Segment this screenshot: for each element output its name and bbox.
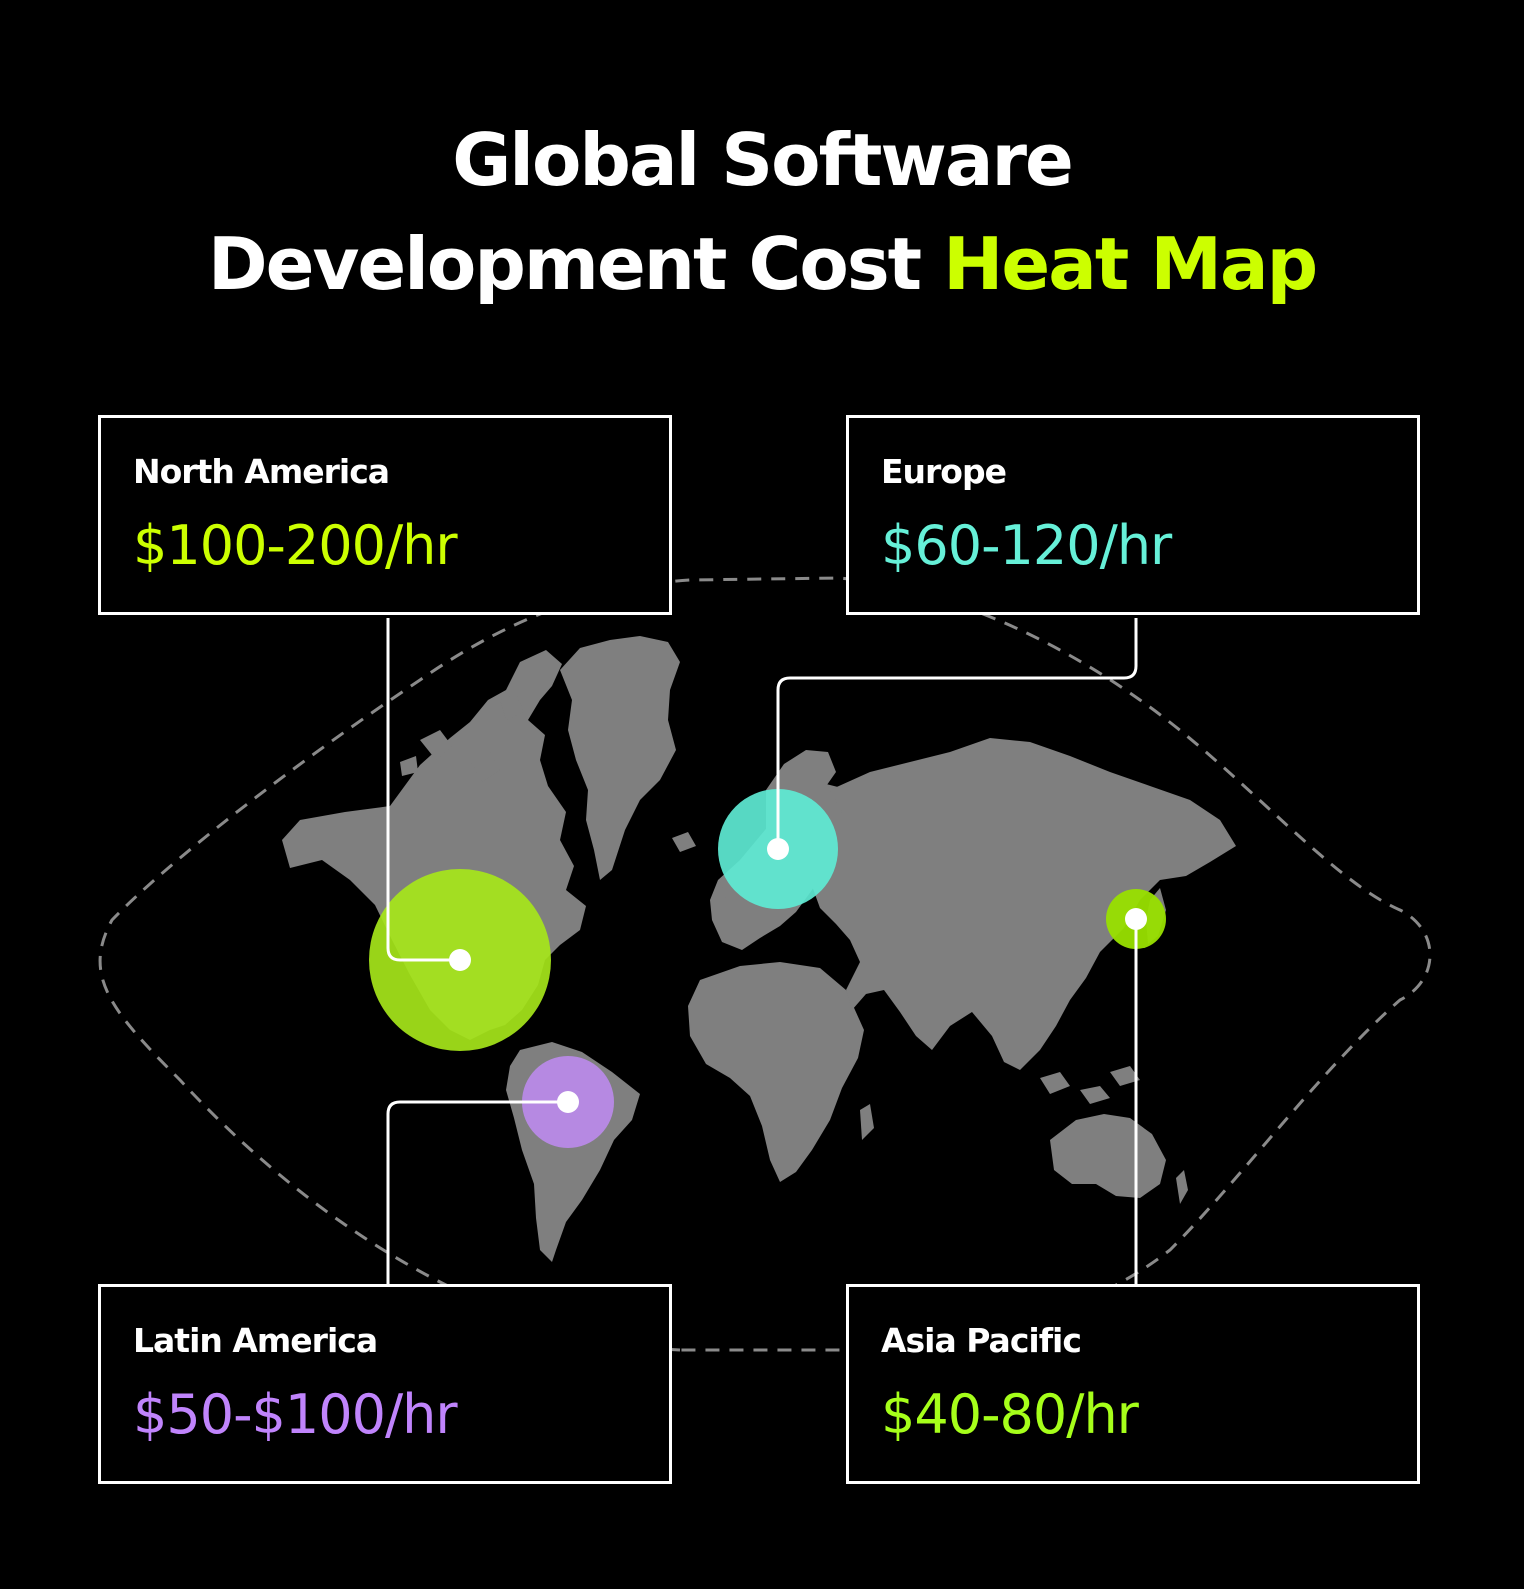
africa-landmass (688, 962, 864, 1182)
title-line-2: Development Cost Heat Map (0, 212, 1524, 316)
north-america-connector (386, 618, 460, 962)
iceland-uk-landmass (672, 832, 740, 900)
madagascar-landmass (860, 1104, 874, 1140)
australia-landmass (1050, 1114, 1166, 1198)
asia-pacific-rate: $40-80/hr (881, 1383, 1139, 1446)
europe-label: Europe (881, 452, 1007, 491)
asia-pacific-marker (1125, 908, 1147, 930)
europe-card: Europe $60-120/hr (846, 415, 1420, 615)
north-america-rate: $100-200/hr (133, 514, 458, 577)
latin-america-marker (557, 1091, 579, 1113)
latin-america-card: Latin America $50-$100/hr (98, 1284, 672, 1484)
asia-pacific-card: Asia Pacific $40-80/hr (846, 1284, 1420, 1484)
north-america-label: North America (133, 452, 390, 491)
arctic-islands (400, 694, 524, 782)
north-america-marker (449, 949, 471, 971)
asia-landmass (812, 738, 1236, 1070)
new-zealand-landmass (1176, 1170, 1188, 1204)
globe-outline (98, 576, 1432, 1352)
europe-marker (767, 838, 789, 860)
greenland-landmass (560, 636, 680, 880)
north-america-card: North America $100-200/hr (98, 415, 672, 615)
asia-pacific-label: Asia Pacific (881, 1321, 1082, 1360)
europe-rate: $60-120/hr (881, 514, 1172, 577)
latin-america-label: Latin America (133, 1321, 378, 1360)
title-line-2-prefix: Development Cost (207, 222, 944, 306)
page-title: Global Software Development Cost Heat Ma… (0, 108, 1524, 316)
connectors (386, 618, 1138, 1284)
southeast-asia-islands (1040, 1066, 1140, 1104)
latin-america-rate: $50-$100/hr (133, 1383, 458, 1446)
europe-connector (776, 618, 1138, 849)
title-accent: Heat Map (943, 222, 1318, 306)
title-line-1: Global Software (452, 118, 1074, 202)
latin-america-connector (386, 1100, 568, 1284)
